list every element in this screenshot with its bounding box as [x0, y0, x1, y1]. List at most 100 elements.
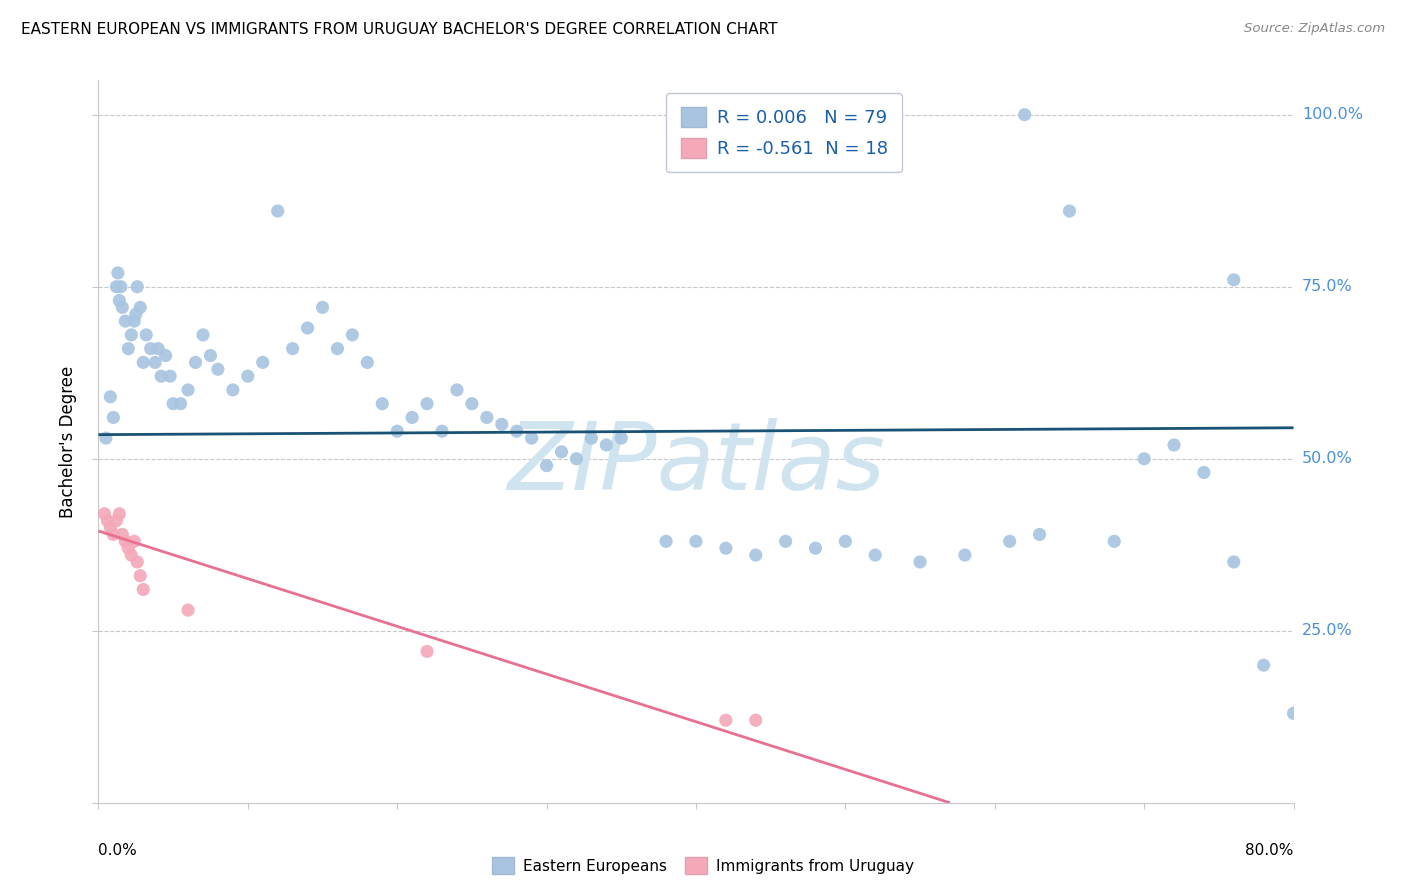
Text: 100.0%: 100.0% [1302, 107, 1362, 122]
Point [143, 355, 166, 369]
Y-axis label: Bachelor's Degree: Bachelor's Degree [59, 366, 77, 517]
Text: 50.0%: 50.0% [1302, 451, 1353, 467]
Point [685, 534, 707, 549]
Point [124, 314, 146, 328]
Point [416, 644, 439, 658]
Point [103, 527, 125, 541]
Point [1223, 273, 1246, 287]
Point [908, 555, 931, 569]
Point [103, 410, 125, 425]
Point [297, 321, 319, 335]
Point [356, 355, 378, 369]
Point [114, 314, 136, 328]
Point [536, 458, 558, 473]
Point [222, 383, 245, 397]
Point [169, 397, 191, 411]
Point [111, 301, 134, 315]
Point [1253, 658, 1275, 673]
Point [1223, 555, 1246, 569]
Legend: R = 0.006   N = 79, R = -0.561  N = 18: R = 0.006 N = 79, R = -0.561 N = 18 [666, 93, 903, 172]
Point [236, 369, 259, 384]
Point [311, 301, 333, 315]
Point [148, 342, 170, 356]
Point [998, 534, 1021, 549]
Point [834, 534, 856, 549]
Point [125, 307, 148, 321]
Text: 75.0%: 75.0% [1302, 279, 1353, 294]
Point [267, 204, 290, 219]
Point [401, 410, 423, 425]
Text: 80.0%: 80.0% [1246, 843, 1294, 857]
Point [135, 327, 157, 342]
Point [110, 279, 132, 293]
Point [132, 582, 155, 597]
Point [1163, 438, 1185, 452]
Point [610, 431, 633, 445]
Point [804, 541, 827, 556]
Point [111, 527, 134, 541]
Point [1192, 466, 1215, 480]
Point [207, 362, 229, 376]
Point [1133, 451, 1156, 466]
Point [127, 279, 149, 293]
Point [129, 301, 152, 315]
Point [1059, 204, 1081, 219]
Point [714, 541, 737, 556]
Point [281, 342, 304, 356]
Point [94, 431, 117, 445]
Point [865, 548, 887, 562]
Text: 25.0%: 25.0% [1302, 624, 1353, 639]
Point [129, 568, 152, 582]
Point [117, 342, 139, 356]
Point [714, 713, 737, 727]
Point [430, 424, 453, 438]
Point [139, 342, 162, 356]
Point [98, 520, 122, 534]
Point [93, 507, 115, 521]
Point [1282, 706, 1305, 721]
Point [655, 534, 678, 549]
Point [96, 514, 118, 528]
Point [114, 534, 136, 549]
Point [108, 293, 131, 308]
Point [581, 431, 603, 445]
Point [98, 390, 122, 404]
Point [520, 431, 543, 445]
Point [342, 327, 364, 342]
Point [159, 369, 181, 384]
Point [446, 383, 468, 397]
Point [745, 548, 768, 562]
Point [1028, 527, 1050, 541]
Point [200, 349, 222, 363]
Point [155, 349, 177, 363]
Point [127, 555, 149, 569]
Point [1014, 108, 1036, 122]
Point [491, 417, 513, 432]
Point [550, 445, 572, 459]
Point [117, 541, 139, 556]
Point [953, 548, 976, 562]
Point [371, 397, 394, 411]
Point [595, 438, 617, 452]
Point [120, 327, 142, 342]
Point [105, 279, 128, 293]
Point [191, 327, 214, 342]
Point [252, 355, 274, 369]
Point [461, 397, 484, 411]
Point [775, 534, 797, 549]
Point [108, 507, 131, 521]
Point [475, 410, 498, 425]
Point [150, 369, 173, 384]
Point [124, 534, 146, 549]
Point [326, 342, 349, 356]
Text: EASTERN EUROPEAN VS IMMIGRANTS FROM URUGUAY BACHELOR'S DEGREE CORRELATION CHART: EASTERN EUROPEAN VS IMMIGRANTS FROM URUG… [21, 22, 778, 37]
Point [177, 383, 200, 397]
Text: Source: ZipAtlas.com: Source: ZipAtlas.com [1244, 22, 1385, 36]
Text: 0.0%: 0.0% [98, 843, 138, 857]
Point [120, 548, 142, 562]
Point [745, 713, 768, 727]
Point [184, 355, 207, 369]
Point [162, 397, 184, 411]
Point [132, 355, 155, 369]
Legend: Eastern Europeans, Immigrants from Uruguay: Eastern Europeans, Immigrants from Urugu… [486, 851, 920, 880]
